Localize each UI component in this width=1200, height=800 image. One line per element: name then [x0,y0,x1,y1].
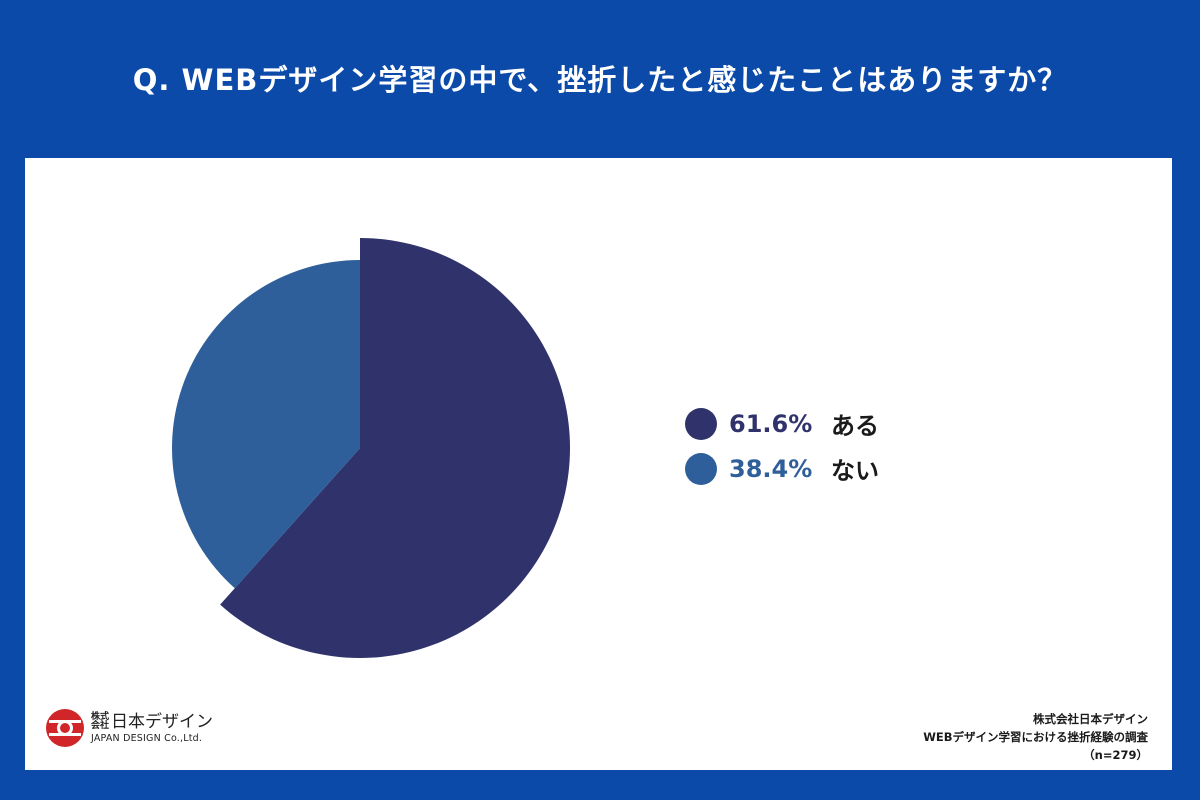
pie-chart [172,238,570,658]
logo-en: JAPAN DESIGN Co.,Ltd. [91,732,203,744]
legend-label-nai: ない [831,457,879,485]
legend-pct-aru: 61.6% [729,409,813,438]
legend-label-aru: ある [831,412,879,440]
header: Q. WEBデザイン学習の中で、挫折したと感じたことはありますか？ [0,0,1200,160]
logo-mark-icon [46,709,84,747]
source-line-1: 株式会社日本デザイン [1033,712,1148,726]
source-line-3: （n=279） [1083,748,1148,762]
source-note: 株式会社日本デザイン WEBデザイン学習における挫折経験の調査 （n=279） [923,710,1148,764]
pie-slice-nai [172,260,360,589]
pie-slice-aru [220,238,570,658]
logo-name: 日本デザイン [111,711,213,732]
legend-swatch-nai [685,452,717,485]
page-title: Q. WEBデザイン学習の中で、挫折したと感じたことはありますか？ [132,63,1068,97]
legend-swatch-aru [685,407,717,440]
legend-pct-nai: 38.4% [729,454,813,483]
logo-kk: 株式会社 [91,711,110,731]
legend-item-aru: 61.6% ある [685,401,879,446]
chart-panel: 61.6% ある 38.4% ない 株式会社 日本デザイン JAPAN DESI… [25,158,1172,770]
legend: 61.6% ある 38.4% ない [685,401,879,491]
legend-item-nai: 38.4% ない [685,446,879,491]
source-line-2: WEBデザイン学習における挫折経験の調査 [923,730,1148,744]
company-logo: 株式会社 日本デザイン JAPAN DESIGN Co.,Ltd. [45,708,213,748]
